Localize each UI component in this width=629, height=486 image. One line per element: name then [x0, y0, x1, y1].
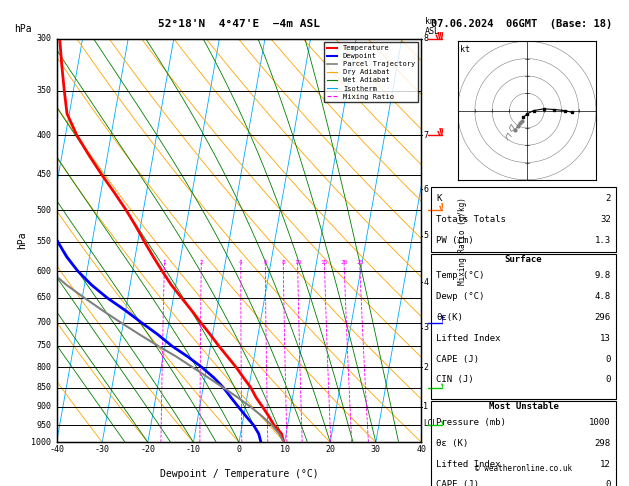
Text: -20: -20	[140, 445, 155, 453]
Text: 1000: 1000	[589, 418, 611, 427]
Text: Lifted Index: Lifted Index	[437, 459, 501, 469]
Text: Dewp (°C): Dewp (°C)	[437, 292, 485, 301]
Text: 20: 20	[340, 260, 348, 265]
Text: Surface: Surface	[505, 255, 542, 264]
Text: 650: 650	[36, 294, 51, 302]
Text: 12: 12	[600, 459, 611, 469]
Text: 13: 13	[600, 334, 611, 343]
Text: 32: 32	[600, 215, 611, 224]
Bar	[431, 187, 616, 252]
Text: © weatheronline.co.uk: © weatheronline.co.uk	[475, 465, 572, 473]
Text: θε(K): θε(K)	[437, 313, 464, 322]
Text: km
ASL: km ASL	[425, 17, 440, 36]
Text: 500: 500	[36, 206, 51, 214]
Text: Totals Totals: Totals Totals	[437, 215, 506, 224]
Text: 10: 10	[294, 260, 301, 265]
Text: 52°18'N  4°47'E  −4m ASL: 52°18'N 4°47'E −4m ASL	[158, 19, 320, 29]
Text: 1000: 1000	[31, 438, 51, 447]
Text: 0: 0	[606, 480, 611, 486]
Text: 5: 5	[423, 231, 428, 240]
Text: 15: 15	[321, 260, 328, 265]
Text: CAPE (J): CAPE (J)	[437, 355, 479, 364]
Bar	[431, 254, 616, 399]
Text: 20: 20	[325, 445, 335, 453]
Text: 0: 0	[606, 375, 611, 384]
Text: 07.06.2024  06GMT  (Base: 18): 07.06.2024 06GMT (Base: 18)	[431, 19, 612, 29]
Text: 40: 40	[416, 445, 426, 453]
Text: Dewpoint / Temperature (°C): Dewpoint / Temperature (°C)	[160, 469, 318, 479]
Text: 7: 7	[423, 131, 428, 140]
Text: hPa: hPa	[17, 232, 27, 249]
Text: 9.8: 9.8	[595, 271, 611, 280]
Text: Most Unstable: Most Unstable	[489, 402, 559, 411]
Text: 8: 8	[281, 260, 285, 265]
Text: -10: -10	[186, 445, 201, 453]
Text: hPa: hPa	[14, 24, 31, 34]
Text: 6: 6	[264, 260, 267, 265]
Text: 850: 850	[36, 383, 51, 392]
Text: 4.8: 4.8	[595, 292, 611, 301]
Text: 1: 1	[162, 260, 166, 265]
Text: -40: -40	[49, 445, 64, 453]
Text: 0: 0	[606, 355, 611, 364]
Text: 6: 6	[423, 185, 428, 194]
Text: 2: 2	[606, 194, 611, 203]
Bar	[431, 400, 616, 486]
Text: 600: 600	[36, 267, 51, 276]
Text: Mixing Ratio (g/kg): Mixing Ratio (g/kg)	[458, 197, 467, 284]
Text: 3: 3	[423, 323, 428, 332]
Text: 1: 1	[423, 402, 428, 412]
Text: 550: 550	[36, 238, 51, 246]
Text: 450: 450	[36, 170, 51, 179]
Text: 0: 0	[237, 445, 242, 453]
Text: PW (cm): PW (cm)	[437, 236, 474, 245]
Text: 2: 2	[423, 363, 428, 372]
Text: kt: kt	[460, 46, 470, 54]
Text: 298: 298	[595, 439, 611, 448]
Legend: Temperature, Dewpoint, Parcel Trajectory, Dry Adiabat, Wet Adiabat, Isotherm, Mi: Temperature, Dewpoint, Parcel Trajectory…	[324, 42, 418, 103]
Text: -30: -30	[95, 445, 109, 453]
Text: 800: 800	[36, 363, 51, 372]
Text: CAPE (J): CAPE (J)	[437, 480, 479, 486]
Text: Pressure (mb): Pressure (mb)	[437, 418, 506, 427]
Text: 700: 700	[36, 318, 51, 327]
Text: 1.3: 1.3	[595, 236, 611, 245]
Text: 10: 10	[280, 445, 289, 453]
Text: 8: 8	[423, 35, 428, 43]
Text: CIN (J): CIN (J)	[437, 375, 474, 384]
Text: 2: 2	[199, 260, 203, 265]
Text: LCL: LCL	[423, 419, 437, 428]
Text: 30: 30	[371, 445, 381, 453]
Text: 750: 750	[36, 341, 51, 350]
Text: 900: 900	[36, 402, 51, 412]
Text: 950: 950	[36, 420, 51, 430]
Text: 350: 350	[36, 86, 51, 95]
Text: 4: 4	[239, 260, 243, 265]
Text: 4: 4	[423, 278, 428, 287]
Text: Temp (°C): Temp (°C)	[437, 271, 485, 280]
Text: 400: 400	[36, 131, 51, 140]
Text: θε (K): θε (K)	[437, 439, 469, 448]
Text: K: K	[437, 194, 442, 203]
Text: 25: 25	[356, 260, 364, 265]
Text: Lifted Index: Lifted Index	[437, 334, 501, 343]
Text: 300: 300	[36, 35, 51, 43]
Text: 296: 296	[595, 313, 611, 322]
